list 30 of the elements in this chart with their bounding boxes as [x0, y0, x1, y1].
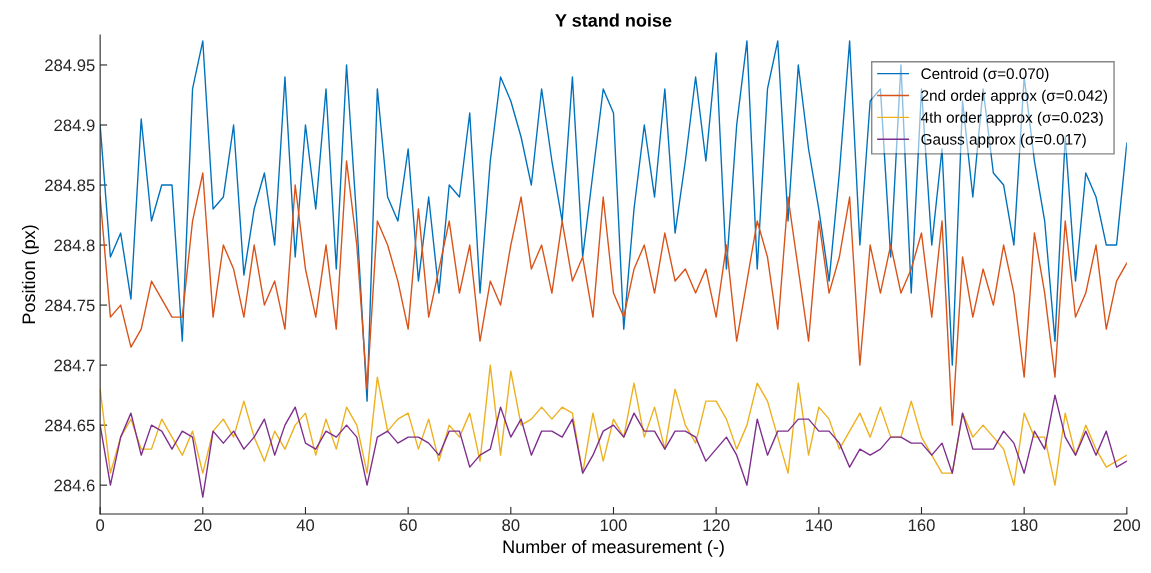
y-tick-label: 284.6	[54, 479, 95, 492]
y-axis-title: Position (px)	[21, 225, 39, 324]
y-tick-label: 284.95	[45, 59, 95, 72]
x-tick-label: 80	[502, 519, 520, 532]
y-tick-label: 284.7	[54, 359, 95, 372]
line-series	[100, 394, 1127, 498]
chart-title: Y stand noise	[555, 13, 672, 27]
x-tick-label: 0	[96, 519, 105, 532]
x-tick-label: 60	[399, 519, 417, 532]
y-tick-label: 284.75	[45, 299, 95, 312]
y-tick-label: 284.8	[54, 239, 95, 252]
line-series	[100, 160, 1127, 426]
legend-label: 2nd order approx (σ=0.042)	[921, 89, 1108, 104]
legend-label: 4th order approx (σ=0.023)	[920, 111, 1103, 126]
y-tick-label: 284.85	[45, 179, 95, 192]
x-tick-label: 140	[806, 519, 833, 532]
x-tick-label: 20	[194, 519, 212, 532]
x-tick-label: 160	[908, 519, 935, 532]
x-tick-label: 180	[1011, 519, 1038, 532]
legend-label: Gauss approx (σ=0.017)	[921, 133, 1086, 148]
x-axis-title: Number of measurement (-)	[503, 539, 724, 557]
line-series	[100, 364, 1127, 486]
x-tick-label: 200	[1113, 519, 1141, 532]
y-tick-label: 284.9	[54, 119, 95, 132]
x-tick-label: 100	[600, 519, 627, 532]
line-series	[100, 40, 1127, 402]
y-tick-label: 284.65	[45, 419, 95, 432]
x-tick-label: 120	[703, 519, 730, 532]
x-tick-label: 40	[296, 519, 315, 532]
legend-label: Centroid (σ=0.070)	[921, 67, 1049, 83]
